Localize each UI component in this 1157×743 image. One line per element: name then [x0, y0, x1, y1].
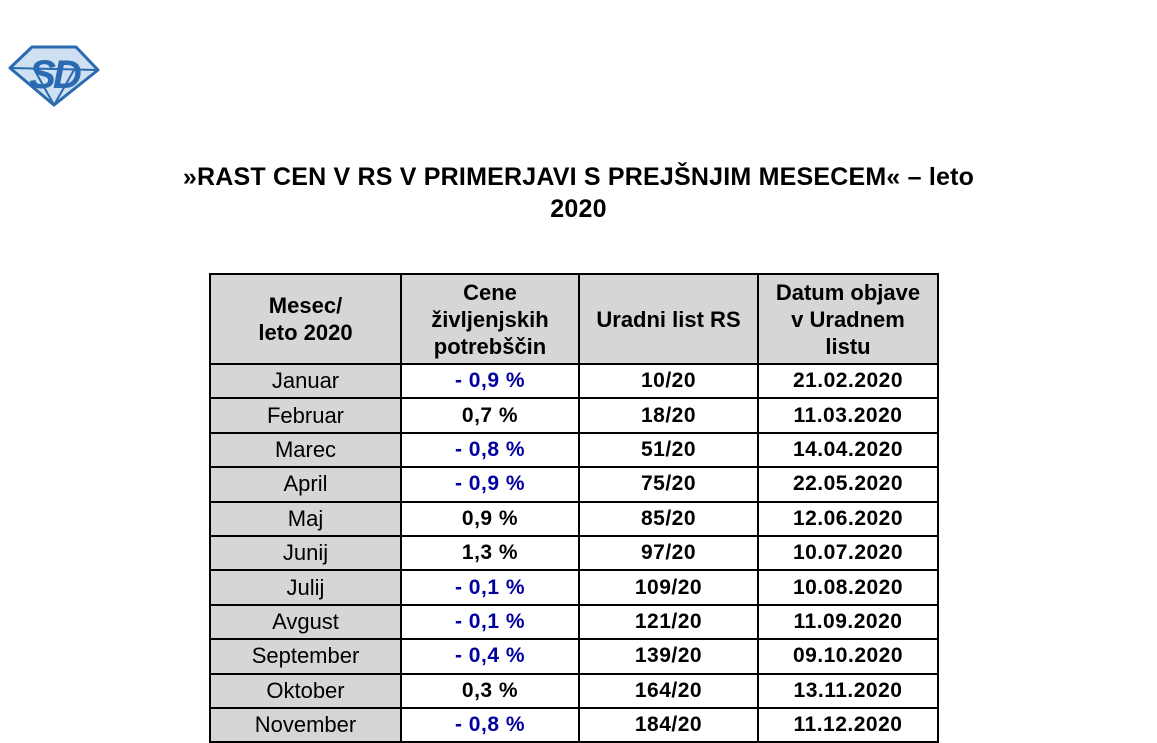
sd-diamond-logo-graphic: SD	[8, 45, 100, 108]
date-cell: 11.12.2020	[757, 706, 939, 743]
month-cell: Oktober	[209, 672, 402, 709]
date-cell: 11.09.2020	[757, 603, 939, 641]
month-cell: November	[209, 706, 402, 743]
date-cell: 11.03.2020	[757, 397, 939, 434]
logo-text: SD	[29, 53, 81, 97]
gazette-cell: 51/20	[578, 431, 759, 469]
date-cell: 14.04.2020	[757, 431, 939, 469]
date-cell: 13.11.2020	[757, 672, 939, 709]
change-cell: 0,3 %	[400, 672, 580, 709]
table-row: November - 0,8 % 184/20 11.12.2020	[209, 706, 939, 743]
change-cell: - 0,9 %	[400, 362, 580, 400]
logo-facet-line	[9, 67, 99, 71]
month-cell: April	[209, 466, 402, 503]
gazette-cell: 97/20	[578, 534, 759, 572]
change-cell: - 0,8 %	[400, 431, 580, 469]
month-cell: Marec	[209, 431, 402, 469]
table-header-row: Mesec/ leto 2020 Cene življenjskih potre…	[209, 273, 939, 365]
table-row: Oktober 0,3 % 164/20 13.11.2020	[209, 672, 939, 709]
table-row: Marec - 0,8 % 51/20 14.04.2020	[209, 431, 939, 469]
date-cell: 21.02.2020	[757, 362, 939, 400]
change-cell: - 0,9 %	[400, 466, 580, 503]
date-cell: 12.06.2020	[757, 500, 939, 537]
gazette-cell: 139/20	[578, 638, 759, 675]
date-cell: 22.05.2020	[757, 466, 939, 503]
date-cell: 10.07.2020	[757, 534, 939, 572]
date-cell: 09.10.2020	[757, 638, 939, 675]
table-row: Avgust - 0,1 % 121/20 11.09.2020	[209, 603, 939, 641]
change-cell: - 0,1 %	[400, 603, 580, 641]
gazette-cell: 184/20	[578, 706, 759, 743]
date-cell: 10.08.2020	[757, 569, 939, 606]
col-header-gazette: Uradni list RS	[578, 273, 759, 365]
gazette-cell: 75/20	[578, 466, 759, 503]
gazette-cell: 18/20	[578, 397, 759, 434]
month-cell: Maj	[209, 500, 402, 537]
table-row: Maj 0,9 % 85/20 12.06.2020	[209, 500, 939, 537]
month-cell: Februar	[209, 397, 402, 434]
col-header-month: Mesec/ leto 2020	[209, 273, 402, 365]
gazette-cell: 10/20	[578, 362, 759, 400]
gazette-cell: 85/20	[578, 500, 759, 537]
col-header-publish-date: Datum objave v Uradnem listu	[757, 273, 939, 365]
change-cell: 1,3 %	[400, 534, 580, 572]
month-cell: Januar	[209, 362, 402, 400]
table-row: Januar - 0,9 % 10/20 21.02.2020	[209, 362, 939, 400]
table-row: Februar 0,7 % 18/20 11.03.2020	[209, 397, 939, 434]
month-cell: Junij	[209, 534, 402, 572]
table-row: September - 0,4 % 139/20 09.10.2020	[209, 638, 939, 675]
logo-shield-shape	[8, 45, 100, 107]
change-cell: 0,7 %	[400, 397, 580, 434]
gazette-cell: 121/20	[578, 603, 759, 641]
table-row: Junij 1,3 % 97/20 10.07.2020	[209, 534, 939, 572]
month-cell: Julij	[209, 569, 402, 606]
change-cell: - 0,4 %	[400, 638, 580, 675]
month-cell: Avgust	[209, 603, 402, 641]
sd-diamond-logo: SD	[8, 42, 100, 108]
page-title-line2: 2020	[550, 195, 607, 223]
col-header-price-change: Cene življenjskih potrebščin	[400, 273, 580, 365]
change-cell: - 0,1 %	[400, 569, 580, 606]
table-row: Julij - 0,1 % 109/20 10.08.2020	[209, 569, 939, 606]
month-cell: September	[209, 638, 402, 675]
change-cell: - 0,8 %	[400, 706, 580, 743]
gazette-cell: 164/20	[578, 672, 759, 709]
logo-facet-vee	[33, 68, 75, 108]
gazette-cell: 109/20	[578, 569, 759, 606]
price-growth-table: Mesec/ leto 2020 Cene življenjskih potre…	[209, 273, 939, 743]
change-cell: 0,9 %	[400, 500, 580, 537]
table-row: April - 0,9 % 75/20 22.05.2020	[209, 466, 939, 503]
page-title: »RAST CEN V RS V PRIMERJAVI S PREJŠNJIM …	[0, 161, 1157, 225]
page-title-line1: »RAST CEN V RS V PRIMERJAVI S PREJŠNJIM …	[182, 163, 975, 191]
